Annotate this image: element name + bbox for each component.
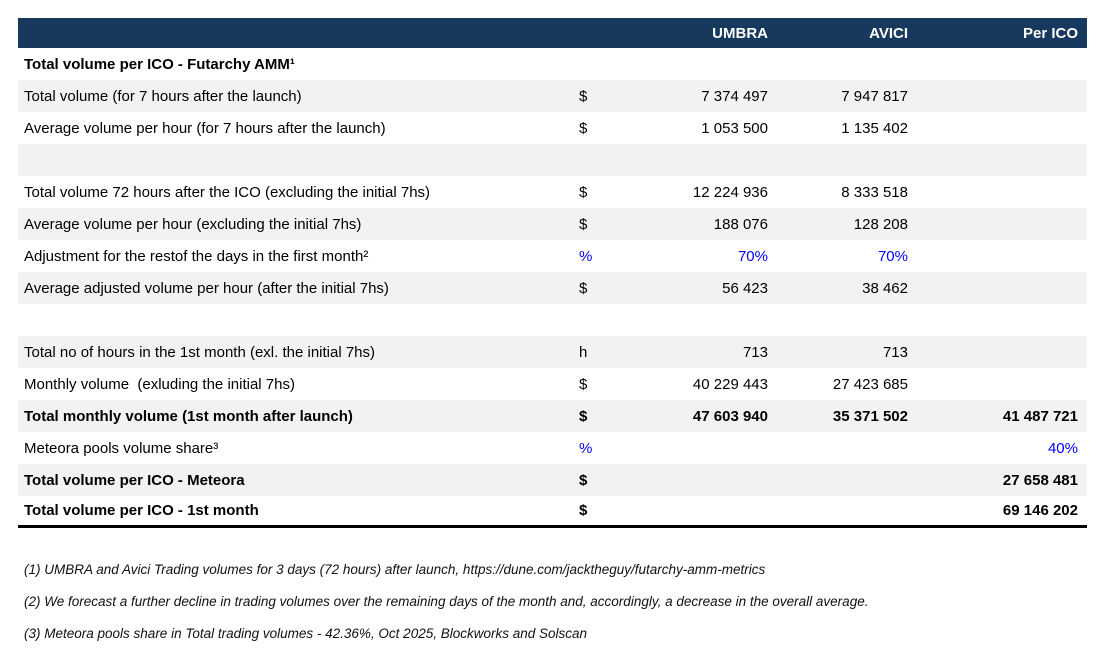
table-row-avg-adjusted-volume: Average adjusted volume per hour (after …	[18, 272, 1087, 304]
umbra-cell: 7 374 497	[701, 87, 768, 105]
volume-table: UMBRA AVICI Per ICO Total volume per ICO…	[18, 18, 1087, 528]
row-label: Total volume per ICO - 1st month	[24, 502, 259, 519]
per-ico-cell: 40%	[1047, 439, 1078, 457]
unit-cell: h	[579, 343, 588, 361]
unit-cell: $	[579, 407, 588, 425]
umbra-cell: 47 603 940	[692, 407, 768, 425]
table-row-adjustment: Adjustment for the restof the days in th…	[18, 240, 1087, 272]
unit-cell: $	[579, 279, 588, 297]
avici-cell: 713	[882, 343, 908, 361]
column-header-umbra: UMBRA	[712, 24, 768, 42]
umbra-cell: 1 053 500	[701, 119, 768, 137]
column-header-per-ico: Per ICO	[1022, 24, 1078, 42]
row-label: Meteora pools volume share³	[24, 439, 219, 457]
umbra-cell: 188 076	[713, 215, 768, 233]
avici-cell: 7 947 817	[841, 87, 908, 105]
avici-cell: 70%	[877, 247, 908, 265]
table-row-empty	[18, 304, 1087, 336]
table-row-empty	[18, 144, 1087, 176]
table-row-total-meteora: Total volume per ICO - Meteora $ 27 658 …	[18, 464, 1087, 496]
umbra-cell: 12 224 936	[692, 183, 768, 201]
unit-cell: $	[579, 471, 588, 489]
table-row-section-title: Total volume per ICO - Futarchy AMM¹	[18, 48, 1087, 80]
row-label: Average volume per hour (excluding the i…	[24, 215, 362, 233]
row-label: Adjustment for the restof the days in th…	[24, 247, 369, 265]
avici-cell: 1 135 402	[841, 119, 908, 137]
row-label: Total volume (for 7 hours after the laun…	[24, 87, 302, 105]
table-row-total-volume-7h: Total volume (for 7 hours after the laun…	[18, 80, 1087, 112]
table-row-avg-volume-excl-7h: Average volume per hour (excluding the i…	[18, 208, 1087, 240]
avici-cell: 128 208	[853, 215, 908, 233]
table-header-row: UMBRA AVICI Per ICO	[18, 18, 1087, 48]
table-row-meteora-share: Meteora pools volume share³ % 40%	[18, 432, 1087, 464]
unit-cell: $	[579, 119, 588, 137]
row-label: Total no of hours in the 1st month (exl.…	[24, 343, 376, 361]
table-row-monthly-volume: Monthly volume (exluding the initial 7hs…	[18, 368, 1087, 400]
per-ico-cell: 69 146 202	[1002, 502, 1078, 519]
per-ico-cell: 41 487 721	[1002, 407, 1078, 425]
footnotes-section: (1) UMBRA and Avici Trading volumes for …	[24, 562, 1084, 658]
per-ico-cell: 27 658 481	[1002, 471, 1078, 489]
unit-cell: $	[579, 183, 588, 201]
footnote-2: (2) We forecast a further decline in tra…	[24, 594, 869, 609]
row-label: Total monthly volume (1st month after la…	[24, 407, 353, 425]
table-row-avg-volume-7h: Average volume per hour (for 7 hours aft…	[18, 112, 1087, 144]
row-label: Total volume 72 hours after the ICO (exc…	[24, 183, 431, 201]
unit-cell: $	[579, 502, 588, 519]
table-row-total-hours: Total no of hours in the 1st month (exl.…	[18, 336, 1087, 368]
umbra-cell: 70%	[737, 247, 768, 265]
avici-cell: 8 333 518	[841, 183, 908, 201]
row-label: Monthly volume (exluding the initial 7hs…	[24, 375, 295, 393]
table-row-total-first-month: Total volume per ICO - 1st month $ 69 14…	[18, 496, 1087, 528]
avici-cell: 35 371 502	[832, 407, 908, 425]
umbra-cell: 713	[742, 343, 768, 361]
unit-cell: %	[579, 247, 593, 265]
unit-cell: $	[579, 375, 588, 393]
table-row-total-volume-72h: Total volume 72 hours after the ICO (exc…	[18, 176, 1087, 208]
row-label: Total volume per ICO - Meteora	[24, 471, 245, 489]
umbra-cell: 56 423	[722, 279, 768, 297]
footnote-1: (1) UMBRA and Avici Trading volumes for …	[24, 562, 766, 577]
row-label: Total volume per ICO - Futarchy AMM¹	[24, 55, 295, 73]
unit-cell: %	[579, 439, 593, 457]
row-label: Average adjusted volume per hour (after …	[24, 279, 389, 297]
unit-cell: $	[579, 215, 588, 233]
umbra-cell: 40 229 443	[692, 375, 768, 393]
avici-cell: 38 462	[862, 279, 908, 297]
column-header-avici: AVICI	[869, 24, 908, 42]
footnote-3: (3) Meteora pools share in Total trading…	[24, 626, 588, 641]
unit-cell: $	[579, 87, 588, 105]
table-row-total-monthly-volume: Total monthly volume (1st month after la…	[18, 400, 1087, 432]
avici-cell: 27 423 685	[832, 375, 908, 393]
row-label: Average volume per hour (for 7 hours aft…	[24, 119, 386, 137]
